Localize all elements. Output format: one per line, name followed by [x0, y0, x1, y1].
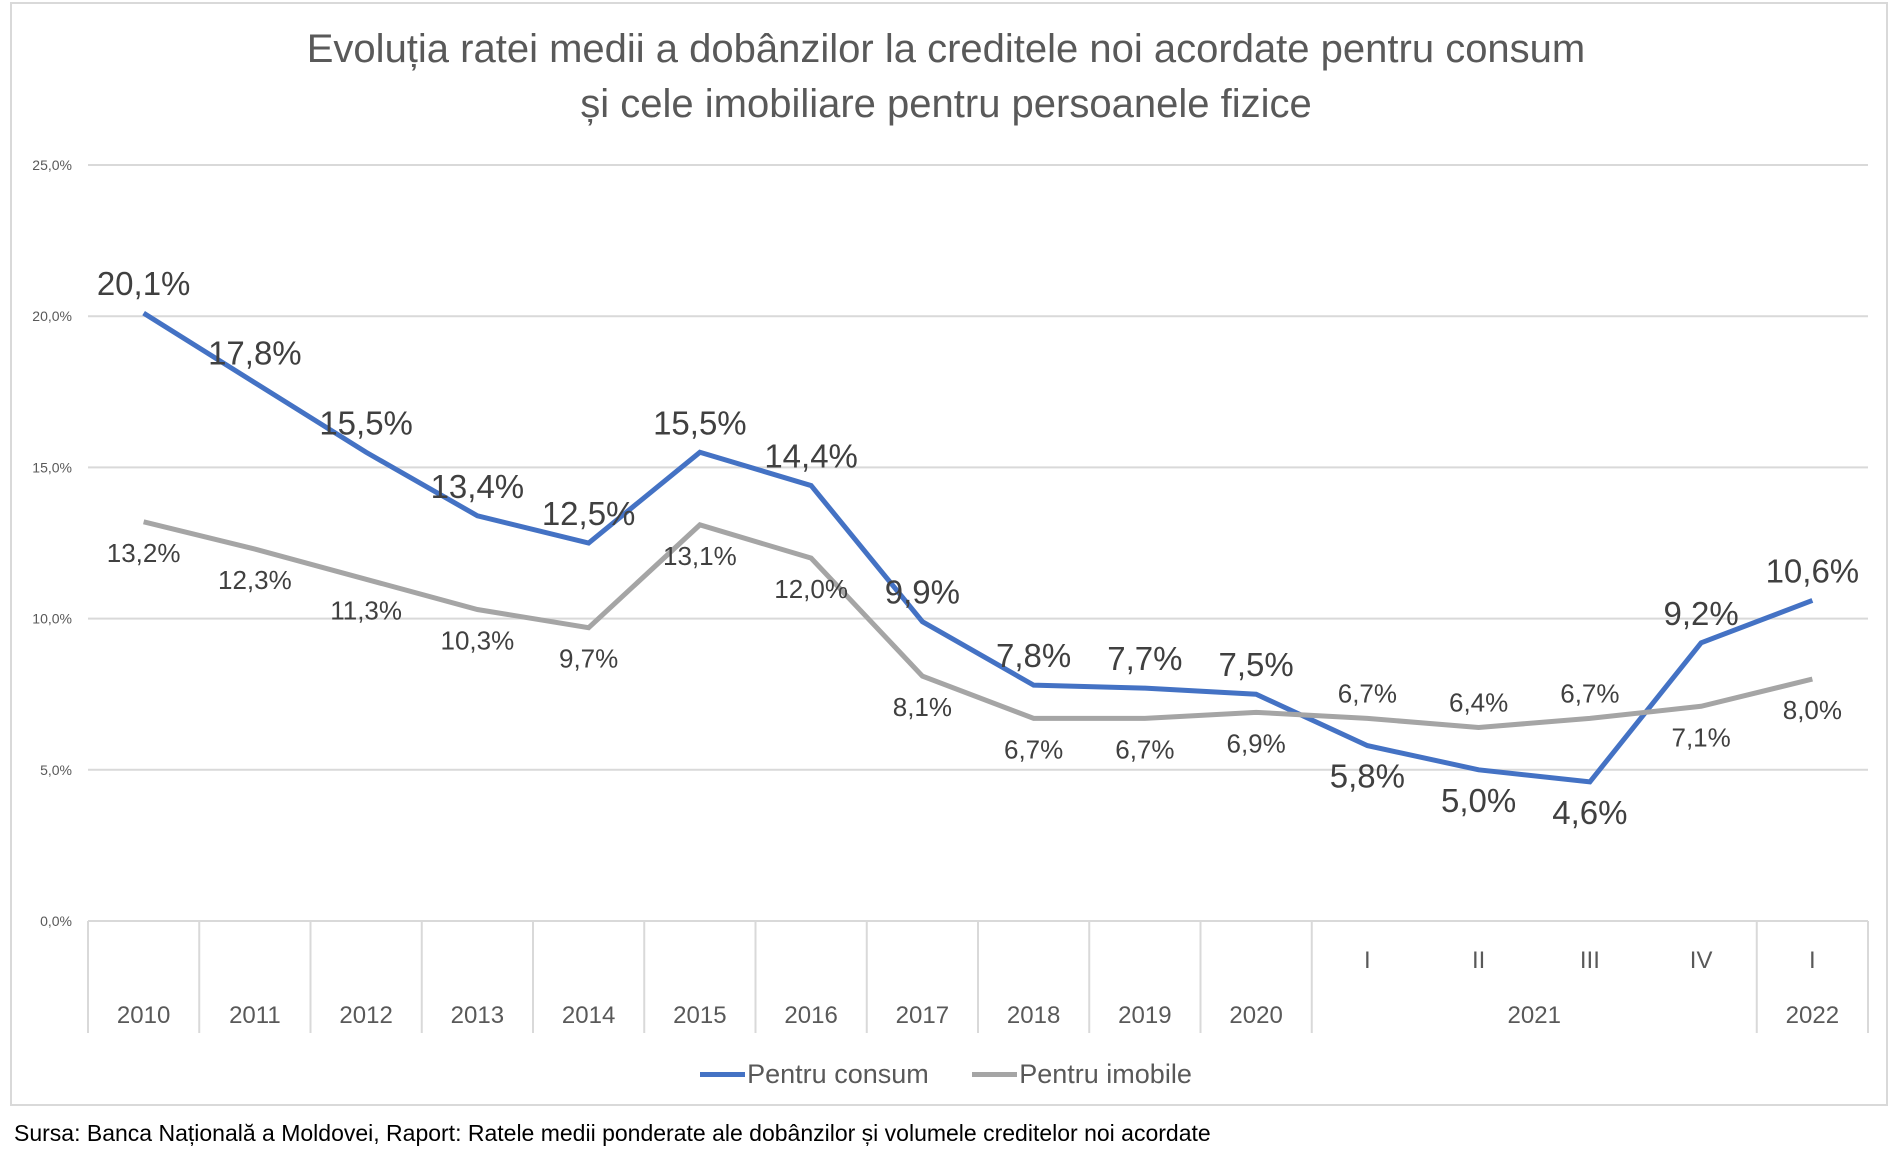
legend-swatch-imobile	[972, 1072, 1018, 1077]
y-axis: 0,0% 5,0% 10,0% 15,0% 20,0% 25,0%	[32, 157, 72, 929]
data-label-consum: 20,1%	[97, 265, 191, 302]
x-tick-label-year: 2019	[1118, 1002, 1171, 1029]
legend: Pentru consum Pentru imobile	[0, 1053, 1892, 1090]
data-label-consum: 10,6%	[1766, 552, 1860, 589]
data-label-imobile: 10,3%	[441, 626, 515, 656]
data-label-imobile: 6,9%	[1226, 728, 1285, 758]
source-note: Sursa: Banca Națională a Moldovei, Rapor…	[14, 1120, 1211, 1146]
x-tick-label-quarter: II	[1472, 947, 1485, 974]
data-label-consum: 7,5%	[1219, 646, 1294, 683]
data-label-consum: 9,2%	[1664, 595, 1739, 632]
data-label-imobile: 13,1%	[663, 541, 737, 571]
x-tick-label-year: 2014	[562, 1002, 615, 1029]
data-label-consum: 12,5%	[542, 495, 636, 532]
legend-label-imobile: Pentru imobile	[1019, 1059, 1192, 1089]
x-tick-label-year: 2015	[673, 1002, 726, 1029]
data-label-imobile: 8,0%	[1783, 695, 1842, 725]
legend-label-consum: Pentru consum	[747, 1059, 929, 1089]
data-label-imobile: 7,1%	[1671, 722, 1730, 752]
data-label-imobile: 6,4%	[1449, 687, 1508, 717]
data-label-consum: 7,7%	[1107, 640, 1182, 677]
x-tick-label-year: 2016	[784, 1002, 837, 1029]
y-tick-label: 5,0%	[40, 762, 72, 778]
data-label-consum: 17,8%	[208, 335, 302, 372]
data-label-consum: 15,5%	[319, 404, 413, 441]
data-label-consum: 14,4%	[764, 438, 858, 475]
y-tick-label: 15,0%	[32, 459, 72, 475]
gridlines	[88, 164, 1868, 922]
chart-title-line-2: și cele imobiliare pentru persoanele fiz…	[580, 82, 1312, 126]
data-label-consum: 5,0%	[1441, 782, 1516, 819]
series-line-imobile	[143, 519, 1813, 730]
data-label-imobile: 6,7%	[1115, 734, 1174, 764]
x-tick-label-year: 2018	[1007, 1002, 1060, 1029]
x-tick-label-year: 2013	[451, 1002, 504, 1029]
x-tick-label-year: 2012	[339, 1002, 392, 1029]
legend-item-consum[interactable]: Pentru consum	[700, 1059, 929, 1090]
data-label-imobile: 11,3%	[330, 595, 402, 625]
data-labels: 20,1% 17,8% 15,5% 13,4% 12,5% 15,5% 14,4% 9,9% 7…	[97, 265, 1859, 831]
data-label-imobile: 8,1%	[893, 692, 952, 722]
y-tick-label: 0,0%	[40, 913, 72, 929]
chart-title-line-1: Evoluția ratei medii a dobânzilor la cre…	[306, 27, 1586, 71]
x-tick-label-quarter: III	[1580, 947, 1600, 974]
x-tick-label-year: 2022	[1786, 1002, 1839, 1029]
data-label-consum: 15,5%	[653, 404, 747, 441]
data-label-imobile: 12,3%	[218, 565, 292, 595]
data-label-consum: 9,9%	[885, 574, 960, 611]
x-tick-label-year: 2011	[229, 1002, 281, 1029]
data-label-imobile: 9,7%	[559, 644, 618, 674]
data-label-imobile: 6,7%	[1338, 678, 1397, 708]
x-tick-label-quarter: I	[1809, 947, 1816, 974]
chart-title: Evoluția ratei medii a dobânzilor la cre…	[0, 22, 1892, 132]
legend-swatch-consum	[700, 1072, 746, 1077]
data-label-consum: 7,8%	[996, 637, 1071, 674]
series-line-consum	[142, 311, 1814, 785]
y-tick-label: 10,0%	[32, 611, 72, 627]
data-label-imobile: 6,7%	[1560, 678, 1619, 708]
x-tick-label-quarter: IV	[1690, 947, 1713, 974]
x-tick-label-year: 2017	[896, 1002, 949, 1029]
x-tick-label-quarter: I	[1364, 947, 1371, 974]
data-label-imobile: 12,0%	[774, 574, 848, 604]
data-label-consum: 4,6%	[1552, 794, 1627, 831]
x-tick-label-year: 2020	[1229, 1002, 1282, 1029]
legend-item-imobile[interactable]: Pentru imobile	[972, 1059, 1192, 1090]
data-label-consum: 13,4%	[431, 468, 525, 505]
y-tick-label: 20,0%	[32, 308, 72, 324]
data-label-imobile: 13,2%	[107, 538, 181, 568]
data-label-imobile: 6,7%	[1004, 734, 1063, 764]
series-lines	[142, 311, 1814, 785]
data-label-consum: 5,8%	[1330, 758, 1405, 795]
x-tick-label-year: 2010	[117, 1002, 170, 1029]
x-tick-label-year: 2021	[1508, 1002, 1561, 1029]
y-tick-label: 25,0%	[32, 157, 72, 173]
x-axis: 2010 2011 2012 2013 2014 2015 2016 2017 2018 2019…	[87, 921, 1869, 1033]
